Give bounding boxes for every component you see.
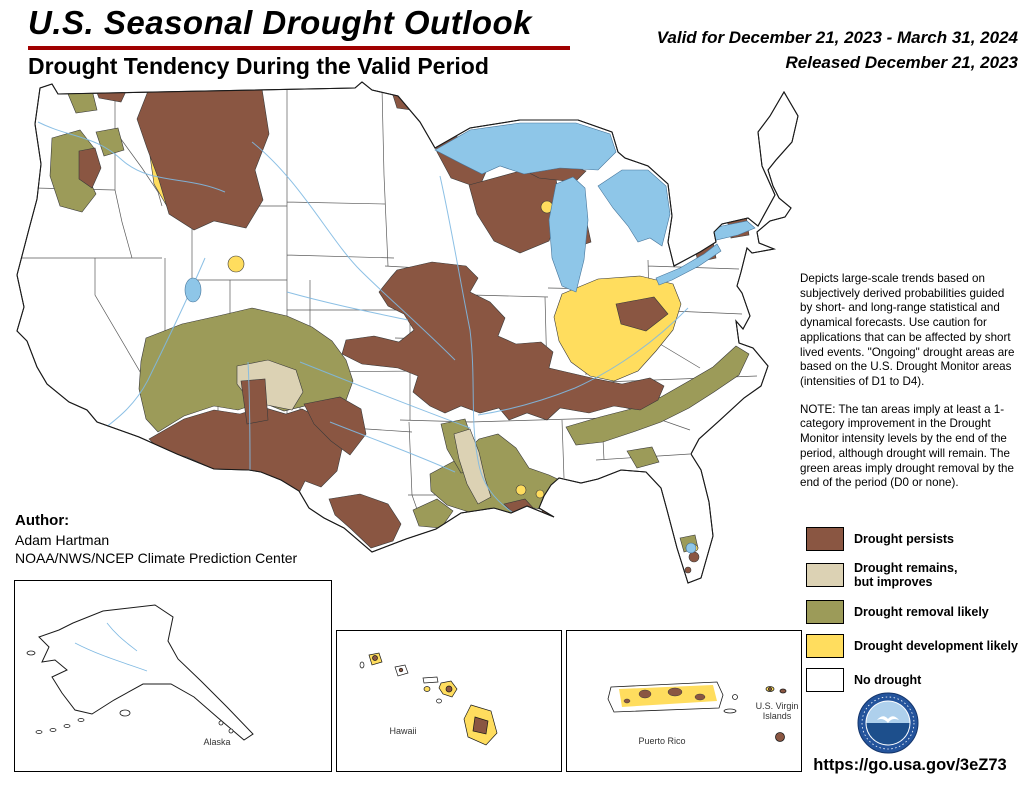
legend-label-development: Drought development likely xyxy=(854,638,1018,653)
legend-label-no-drought: No drought xyxy=(854,672,922,687)
usvi-label-line1: U.S. Virgin xyxy=(756,701,799,711)
legend-swatch-development xyxy=(806,633,844,658)
valid-period-block: Valid for December 21, 2023 - March 31, … xyxy=(520,26,1018,75)
valid-period-line: Valid for December 21, 2023 - March 31, … xyxy=(656,28,1018,47)
noaa-logo xyxy=(857,692,919,754)
great-salt-lake xyxy=(184,277,202,303)
conus-map xyxy=(16,81,799,584)
lake-superior xyxy=(434,122,617,175)
rivers xyxy=(37,121,689,513)
alaska-inset-map: Alaska xyxy=(26,604,254,747)
description-paragraph: Depicts large-scale trends based on subj… xyxy=(800,272,1015,389)
author-block: Author: Adam Hartman NOAA/NWS/NCEP Clima… xyxy=(15,511,297,567)
footer-url: https://go.usa.gov/3eZ73 xyxy=(813,756,1007,774)
puerto-rico-inset: Puerto Rico U.S. Virgin Islands xyxy=(566,630,802,772)
title-underline xyxy=(28,46,570,50)
lake-michigan xyxy=(548,176,589,293)
conus-border xyxy=(16,81,799,584)
aleutian-islands xyxy=(26,650,234,734)
legend-item-no-drought: No drought xyxy=(806,667,1020,692)
lake-huron xyxy=(597,169,671,247)
legend-swatch-no-drought xyxy=(806,667,844,692)
lake-okeechobee xyxy=(685,542,697,554)
author-organization: NOAA/NWS/NCEP Climate Prediction Center xyxy=(15,549,298,566)
hawaii-inset: Hawaii xyxy=(336,630,562,772)
description-block: Depicts large-scale trends based on subj… xyxy=(800,272,1019,504)
legend-item-persists: Drought persists xyxy=(806,527,1020,551)
hawaii-label: Hawaii xyxy=(389,726,416,736)
author-label: Author: xyxy=(15,512,70,529)
noaa-gull-icon xyxy=(877,716,899,723)
great-lakes xyxy=(184,122,756,554)
alaska-inset: Alaska xyxy=(14,580,332,772)
page-title: U.S. Seasonal Drought Outlook xyxy=(28,4,533,41)
legend-item-development: Drought development likely xyxy=(806,633,1020,658)
legend-item-removal: Drought removal likely xyxy=(806,599,1020,624)
legend: Drought persists Drought remains, but im… xyxy=(806,527,1020,692)
note-paragraph: NOTE: The tan areas imply at least a 1-c… xyxy=(800,402,1014,490)
author-name: Adam Hartman xyxy=(15,531,110,548)
usvi-label-line2: Islands xyxy=(763,711,792,721)
release-date-line: Released December 21, 2023 xyxy=(785,52,1019,72)
legend-label-persists: Drought persists xyxy=(854,531,955,546)
page-subtitle: Drought Tendency During the Valid Period xyxy=(28,53,489,79)
alaska-rivers xyxy=(74,622,148,672)
puerto-rico-inset-map: Puerto Rico U.S. Virgin Islands xyxy=(607,681,799,746)
legend-label-removal: Drought removal likely xyxy=(854,604,989,619)
hawaii-inset-map: Hawaii xyxy=(359,652,498,746)
lake-erie xyxy=(655,243,722,286)
legend-swatch-persists xyxy=(806,527,844,551)
legend-item-improves: Drought remains, but improves xyxy=(806,561,1020,590)
puerto-rico-label: Puerto Rico xyxy=(638,736,685,746)
legend-label-improves: Drought remains, but improves xyxy=(854,561,958,590)
legend-swatch-improves xyxy=(806,563,844,588)
legend-swatch-removal xyxy=(806,599,844,624)
drought-persists-region xyxy=(78,84,750,574)
alaska-label: Alaska xyxy=(203,737,230,747)
